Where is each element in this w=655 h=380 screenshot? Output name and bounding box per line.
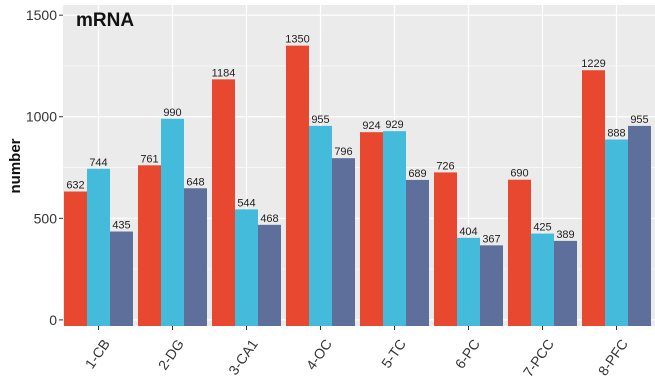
x-tick-label: 8-PFC — [595, 336, 631, 378]
bar-value-label: 744 — [89, 157, 107, 169]
y-axis-title: number — [7, 138, 24, 193]
bar-value-label: 726 — [436, 160, 454, 172]
bar-value-label: 796 — [334, 146, 352, 158]
bar — [235, 209, 258, 326]
bar — [457, 237, 480, 326]
bar — [582, 70, 605, 326]
bar-value-label: 1184 — [212, 67, 236, 79]
x-tick-label: 4-OC — [303, 336, 335, 373]
bar-value-label: 389 — [556, 229, 574, 241]
bar — [87, 168, 110, 326]
bar — [605, 139, 628, 326]
bar-value-label: 690 — [510, 168, 528, 180]
chart-title: mRNA — [76, 10, 134, 31]
x-tick-label: 1-CB — [82, 336, 113, 371]
y-tick-label: 0 — [49, 312, 57, 328]
y-tick-label: 1000 — [26, 109, 57, 125]
x-tick-label: 5-TC — [378, 336, 409, 371]
bar — [554, 240, 577, 326]
bar-value-label: 1229 — [581, 58, 605, 70]
bar — [212, 79, 235, 326]
bar — [628, 125, 651, 327]
x-tick-label: 7-PCC — [520, 336, 557, 380]
bar-value-label: 632 — [66, 180, 84, 192]
x-axis: 1-CB 2-DG 3-CA1 4-OC 5-TC 6-PC 7-PCC 8-PFC — [82, 326, 631, 380]
bar — [434, 172, 457, 326]
bar-value-label: 888 — [607, 127, 625, 139]
x-tick-label: 3-CA1 — [225, 336, 261, 378]
bar-value-label: 435 — [112, 220, 130, 232]
bar — [360, 132, 383, 326]
y-tick-label: 500 — [34, 210, 58, 226]
bar-value-label: 761 — [140, 153, 158, 165]
bar — [309, 125, 332, 327]
bar-value-label: 955 — [630, 114, 648, 126]
bar — [286, 45, 309, 327]
bar-value-label: 990 — [163, 107, 181, 119]
bar — [480, 245, 503, 326]
bar-value-label: 924 — [362, 120, 380, 132]
bar — [383, 131, 406, 326]
bar — [531, 233, 554, 326]
bar — [258, 224, 281, 326]
bar-value-label: 404 — [459, 226, 477, 238]
x-tick-label: 2-DG — [155, 336, 187, 373]
bar — [184, 188, 207, 326]
bar — [161, 118, 184, 326]
bar-value-label: 1350 — [285, 34, 309, 46]
bar-value-label: 648 — [186, 176, 204, 188]
bar-value-label: 929 — [385, 119, 403, 131]
bar-value-label: 367 — [482, 233, 500, 245]
y-tick-label: 1500 — [26, 7, 57, 23]
bar-value-label: 955 — [311, 114, 329, 126]
bar — [406, 179, 429, 326]
bar-value-label: 425 — [533, 222, 551, 234]
bar — [138, 165, 161, 326]
bar — [332, 158, 355, 326]
bars — [64, 45, 651, 327]
bar — [64, 191, 87, 326]
bar — [110, 231, 133, 326]
bar-value-labels: 632 761 1184 1350 924 726 690 1229 744 990 544 955 9… — [66, 34, 648, 246]
bar-value-label: 544 — [237, 197, 255, 209]
y-axis: 0 500 1000 1500 — [26, 7, 63, 328]
bar-value-label: 468 — [260, 213, 278, 225]
bar-value-label: 689 — [408, 168, 426, 180]
bar — [508, 179, 531, 326]
x-tick-label: 6-PC — [452, 336, 483, 371]
